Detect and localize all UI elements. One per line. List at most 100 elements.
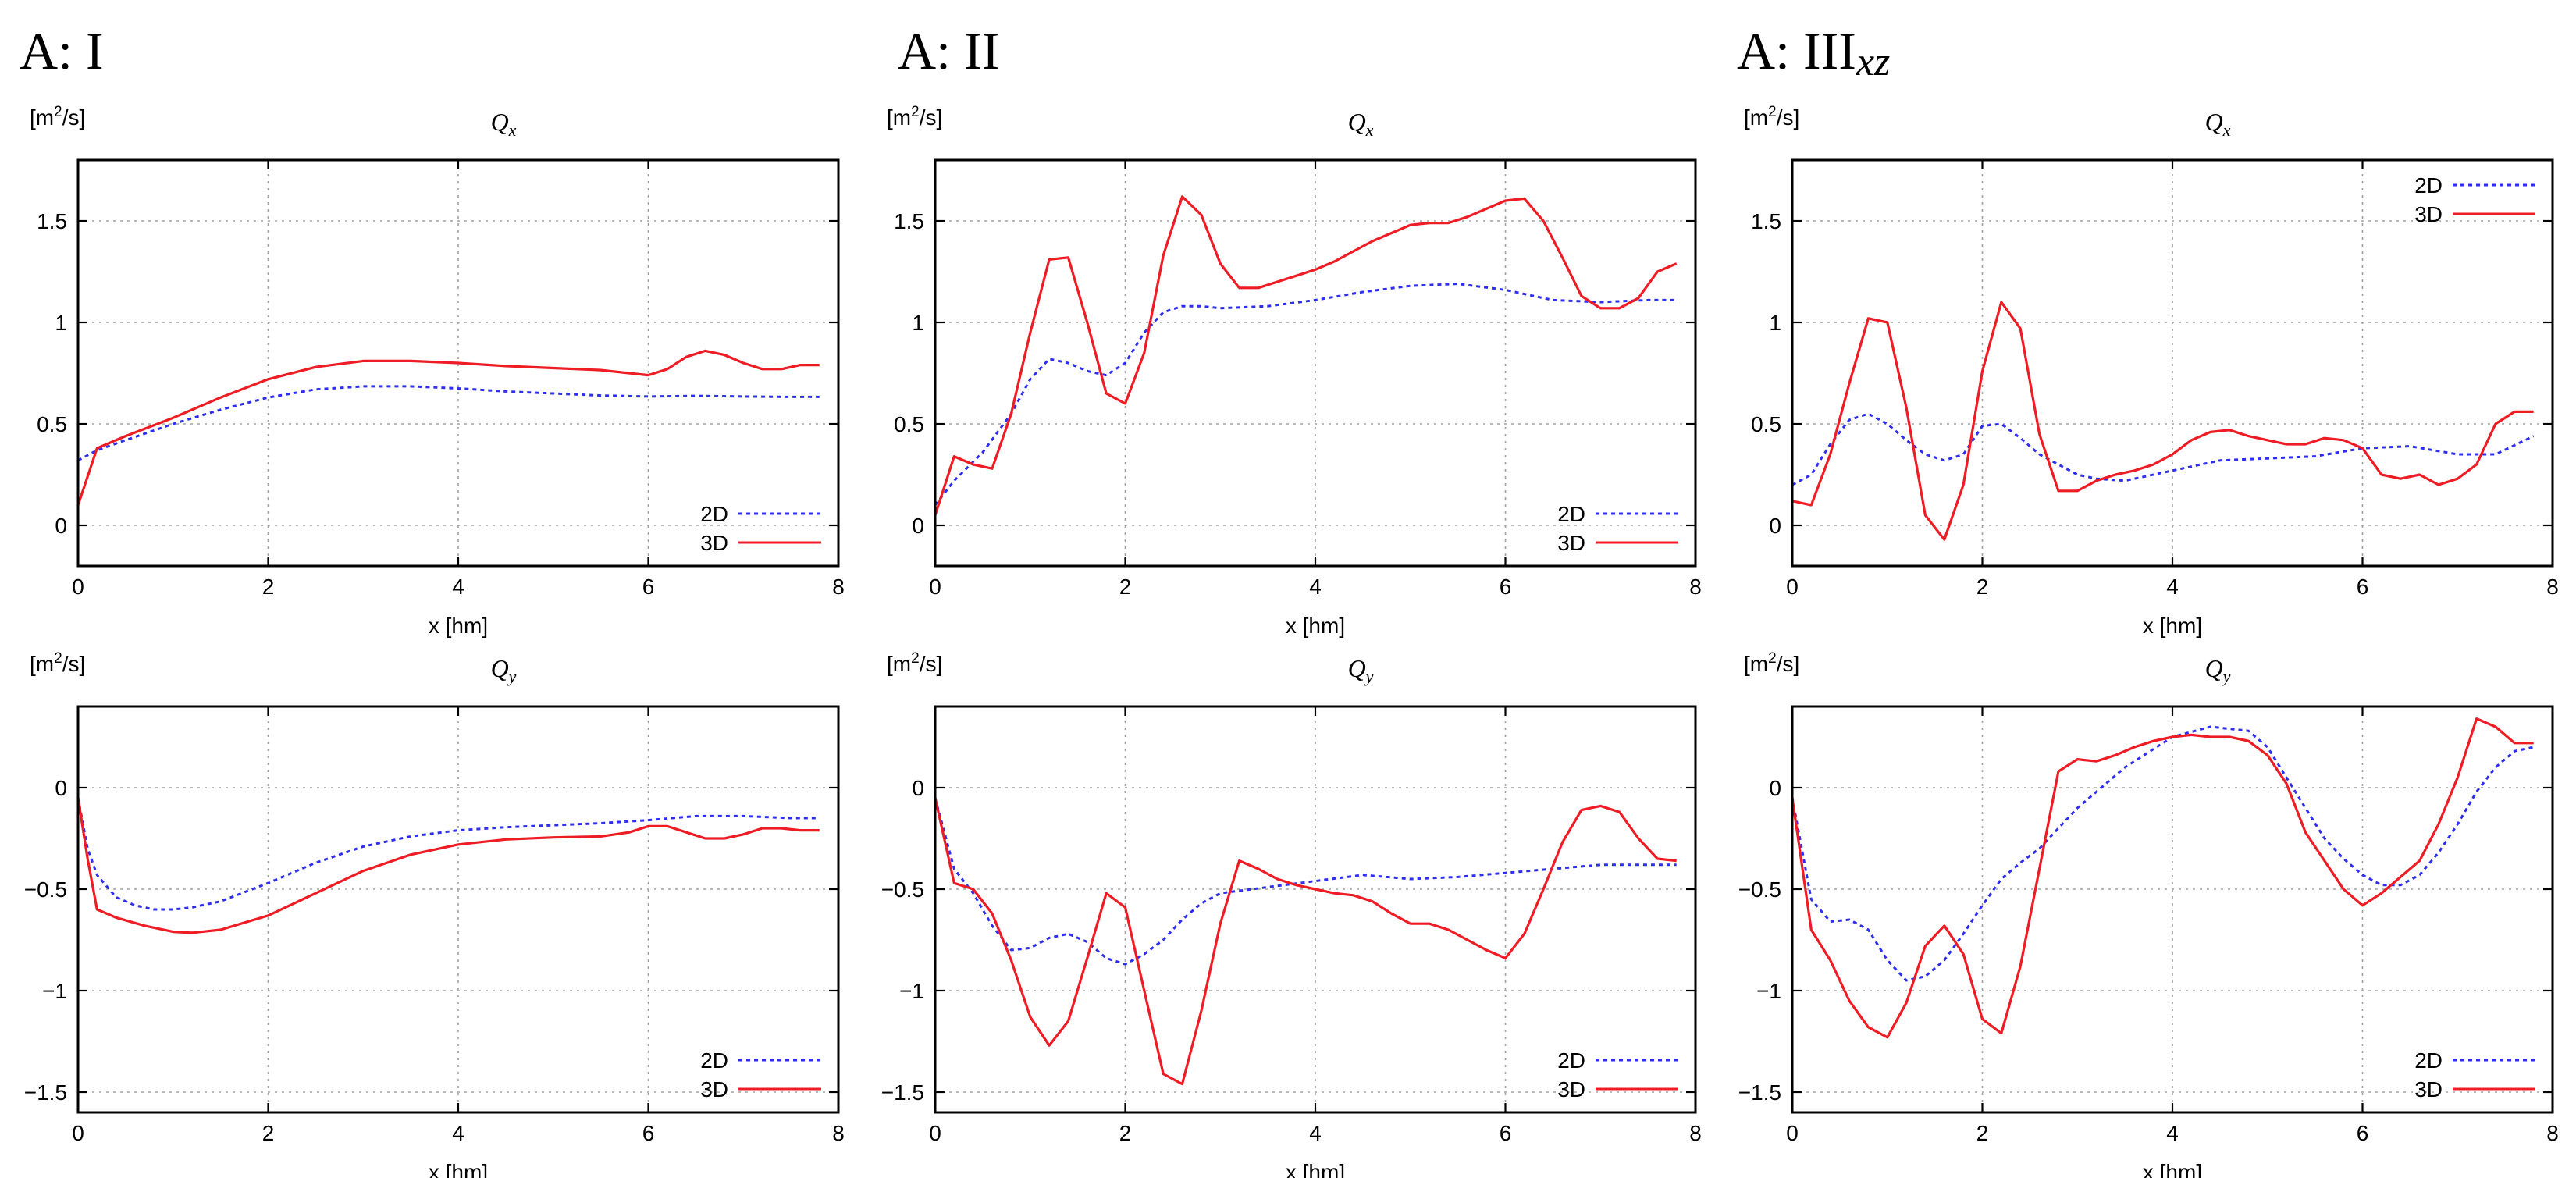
panel-title: Qy: [491, 654, 517, 686]
unit-rest: /s]: [1777, 652, 1800, 676]
y-unit-label: [m2/s]: [30, 104, 85, 130]
x-tick-label: 6: [642, 1121, 655, 1145]
x-axis-label: x [hm]: [1286, 1160, 1345, 1178]
unit-superscript: 2: [911, 650, 920, 667]
panel-title-text: Q: [491, 108, 509, 136]
panel-title-text: Q: [2205, 654, 2223, 682]
series-group: [935, 797, 1677, 1086]
y-tick-label: −0.5: [24, 877, 67, 902]
y-tick-label: 1.5: [1751, 209, 1781, 233]
panel-title: Qx: [1348, 108, 1374, 140]
plot-frame: [1791, 705, 2554, 1114]
y-unit-label: [m2/s]: [30, 650, 85, 676]
x-tick-label: 6: [2357, 575, 2369, 599]
y-tick-label: 0: [1769, 776, 1781, 800]
x-axis-label: x [hm]: [1286, 614, 1345, 638]
unit-base: [m: [1744, 652, 1768, 676]
x-tick-label: 2: [1976, 575, 1989, 599]
panel-title-subscript: x: [508, 120, 517, 140]
y-tick-label: −0.5: [1738, 877, 1781, 902]
x-tick-label: 8: [1689, 575, 1702, 599]
x-tick-label: 2: [1976, 1121, 1989, 1145]
x-tick-label: 0: [72, 1121, 84, 1145]
series-line-3d: [78, 797, 820, 934]
plot-frame: [934, 158, 1697, 568]
x-tick-label: 0: [929, 1121, 941, 1145]
legend-label: 3D: [700, 1077, 728, 1101]
series-line-2d: [935, 797, 1677, 966]
y-tick-label: 0: [1769, 514, 1781, 538]
x-tick-label: 6: [642, 575, 655, 599]
column-title: A: II: [898, 21, 999, 80]
unit-superscript: 2: [911, 104, 920, 120]
y-tick-label: −1.5: [24, 1080, 67, 1105]
panel-title: Qy: [2205, 654, 2231, 686]
column-title-text: A: II: [898, 21, 999, 80]
x-tick-label: 2: [1119, 575, 1132, 599]
legend-label: 3D: [2414, 1077, 2443, 1101]
y-tick-label: −0.5: [881, 877, 924, 902]
series-group: [935, 195, 1678, 516]
x-tick-label: 2: [262, 575, 275, 599]
x-tick-label: 4: [2166, 575, 2179, 599]
x-tick-label: 2: [1119, 1121, 1132, 1145]
series-line-2d: [78, 797, 820, 911]
y-tick-label: 0: [55, 514, 67, 538]
x-tick-label: 8: [2546, 575, 2559, 599]
unit-base: [m: [887, 652, 911, 676]
y-tick-label: −1.5: [1738, 1080, 1781, 1105]
column-titles: A: I A: II A: IIIxz: [20, 21, 1890, 84]
unit-base: [m: [30, 105, 54, 130]
y-tick-label: 1: [1769, 311, 1781, 335]
y-unit-label: [m2/s]: [1744, 104, 1799, 130]
panel-title-subscript: y: [2222, 667, 2231, 686]
legend-label: 2D: [700, 502, 728, 526]
unit-superscript: 2: [54, 650, 62, 667]
panel-title: Qy: [1348, 654, 1374, 686]
x-axis-label: x [hm]: [429, 614, 488, 638]
y-tick-label: −1: [42, 979, 67, 1003]
legend-label: 2D: [1557, 1048, 1585, 1073]
legend-label: 3D: [2414, 202, 2443, 226]
legend-label: 2D: [1557, 502, 1585, 526]
unit-rest: /s]: [62, 105, 86, 130]
unit-superscript: 2: [1768, 104, 1777, 120]
x-tick-label: 8: [832, 575, 845, 599]
column-title: A: I: [20, 21, 104, 80]
x-tick-label: 8: [1689, 1121, 1702, 1145]
x-tick-label: 8: [832, 1121, 845, 1145]
y-unit-label: [m2/s]: [887, 650, 942, 676]
unit-rest: /s]: [920, 105, 943, 130]
legend-label: 3D: [1557, 1077, 1585, 1101]
column-title-text: A: I: [20, 21, 104, 80]
unit-superscript: 2: [1768, 650, 1777, 667]
series-line-3d: [935, 797, 1677, 1086]
legend-label: 2D: [2414, 1048, 2443, 1073]
unit-rest: /s]: [1777, 105, 1800, 130]
unit-base: [m: [30, 652, 54, 676]
y-tick-label: 0.5: [1751, 412, 1781, 436]
x-axis-label: x [hm]: [429, 1160, 488, 1178]
y-tick-label: −1: [899, 979, 924, 1003]
series-group: [78, 349, 820, 506]
panel-title-text: Q: [491, 654, 509, 682]
series-line-3d: [1792, 301, 2534, 541]
x-tick-label: 4: [2166, 1121, 2179, 1145]
y-tick-label: 0: [55, 776, 67, 800]
series-line-2d: [935, 283, 1677, 506]
y-tick-label: 0: [912, 776, 924, 800]
y-tick-label: 1: [912, 311, 924, 335]
x-tick-label: 0: [72, 575, 84, 599]
panel-title-text: Q: [1348, 108, 1366, 136]
x-tick-label: 4: [1309, 575, 1322, 599]
series-line-3d: [78, 349, 820, 506]
legend-label: 2D: [2414, 173, 2443, 198]
panel-title-subscript: x: [2222, 120, 2231, 140]
legend-label: 2D: [700, 1048, 728, 1073]
y-tick-label: 1.5: [894, 209, 924, 233]
series-group: [1792, 301, 2535, 541]
column-title-text: A: III: [1737, 21, 1856, 80]
series-line-3d: [1792, 717, 2534, 1039]
